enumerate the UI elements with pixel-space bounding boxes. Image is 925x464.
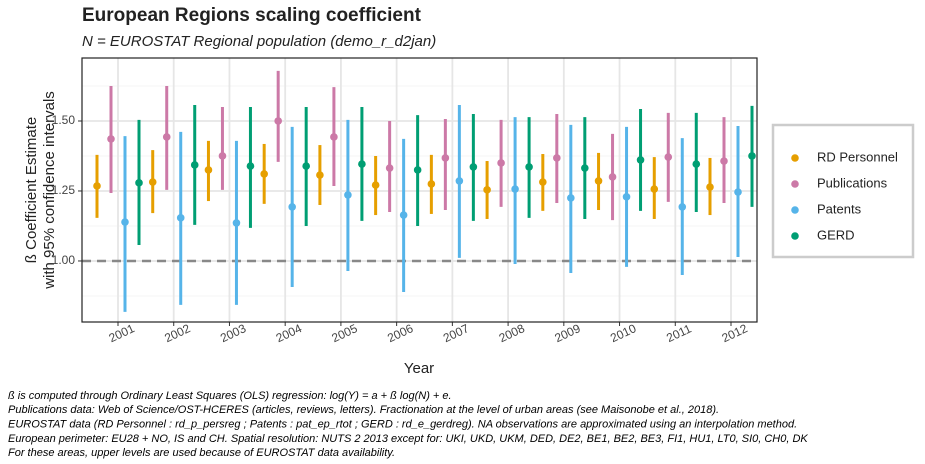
x-tick-label: 2011 <box>664 321 694 345</box>
point <box>288 203 296 211</box>
legend-label: Patents <box>817 201 862 216</box>
point <box>176 214 185 222</box>
point <box>302 162 310 170</box>
footnote: EUROSTAT data (RD Personnel : rd_p_persr… <box>8 419 797 431</box>
point <box>650 185 659 193</box>
point <box>358 160 366 168</box>
point <box>330 133 338 141</box>
point <box>260 170 268 178</box>
point <box>204 166 213 174</box>
point <box>692 160 701 168</box>
point <box>162 133 171 141</box>
legend-marker <box>791 154 799 162</box>
point <box>594 177 603 185</box>
point <box>567 194 575 202</box>
legend-label: GERD <box>817 227 855 242</box>
y-axis-label: ß Coefficient Estimate <box>23 117 40 263</box>
y-tick-label: 1.25 <box>52 183 76 197</box>
point <box>636 156 645 164</box>
point <box>748 152 756 160</box>
footnote: ß is computed through Ordinary Least Squ… <box>8 390 452 402</box>
x-tick-label: 2003 <box>218 321 248 345</box>
point <box>511 185 519 193</box>
point <box>497 159 505 167</box>
point <box>581 164 589 172</box>
x-tick-label: 2010 <box>608 321 638 345</box>
point <box>608 173 617 181</box>
point <box>246 162 255 170</box>
point <box>371 181 380 189</box>
legend-label: RD Personnel <box>817 149 898 164</box>
point <box>218 152 227 160</box>
x-tick-label: 2012 <box>720 321 750 345</box>
point <box>135 179 143 187</box>
x-tick-label: 2004 <box>274 321 304 345</box>
point <box>664 153 673 161</box>
legend-label: Publications <box>817 175 888 190</box>
chart-subtitle: N = EUROSTAT Regional population (demo_r… <box>82 33 436 50</box>
point <box>399 211 408 219</box>
point <box>190 161 199 169</box>
point <box>706 183 714 191</box>
footnote: European perimeter: EU28 + NO, IS and CH… <box>8 433 808 445</box>
x-tick-label: 2009 <box>552 321 582 345</box>
point <box>483 186 491 194</box>
point <box>121 218 129 226</box>
point <box>441 154 450 162</box>
legend-marker <box>791 206 799 214</box>
y-axis-label: with 95% confidence intervals <box>41 91 58 290</box>
point <box>734 188 742 196</box>
point <box>344 191 352 199</box>
point <box>148 178 157 186</box>
footnote: For these areas, upper levels are used b… <box>8 447 395 459</box>
y-tick-label: 1.50 <box>52 113 76 127</box>
point <box>232 219 241 227</box>
x-tick-label: 2005 <box>330 321 360 345</box>
x-tick-label: 2007 <box>441 321 471 345</box>
footnote: Publications data: Web of Science/OST-HC… <box>8 404 719 416</box>
point <box>316 171 324 179</box>
point <box>469 163 478 171</box>
x-axis-label: Year <box>404 360 434 377</box>
point <box>622 193 631 201</box>
legend-marker <box>791 232 799 240</box>
plot-border <box>81 57 758 323</box>
x-tick-label: 2002 <box>162 321 192 345</box>
point <box>385 164 394 172</box>
point <box>455 177 464 185</box>
chart-title: European Regions scaling coefficient <box>82 5 422 26</box>
x-tick-label: 2008 <box>497 321 527 345</box>
point <box>525 163 533 171</box>
legend-marker <box>791 180 799 188</box>
point <box>678 203 687 211</box>
point <box>107 135 115 143</box>
y-tick-label: 1.00 <box>52 253 76 267</box>
point <box>413 166 422 174</box>
x-tick-label: 2006 <box>385 321 415 345</box>
point <box>274 117 282 125</box>
point <box>720 157 728 165</box>
point <box>553 154 561 162</box>
point <box>539 178 547 186</box>
x-tick-label: 2001 <box>107 321 137 345</box>
point <box>427 180 436 188</box>
point <box>93 182 101 190</box>
